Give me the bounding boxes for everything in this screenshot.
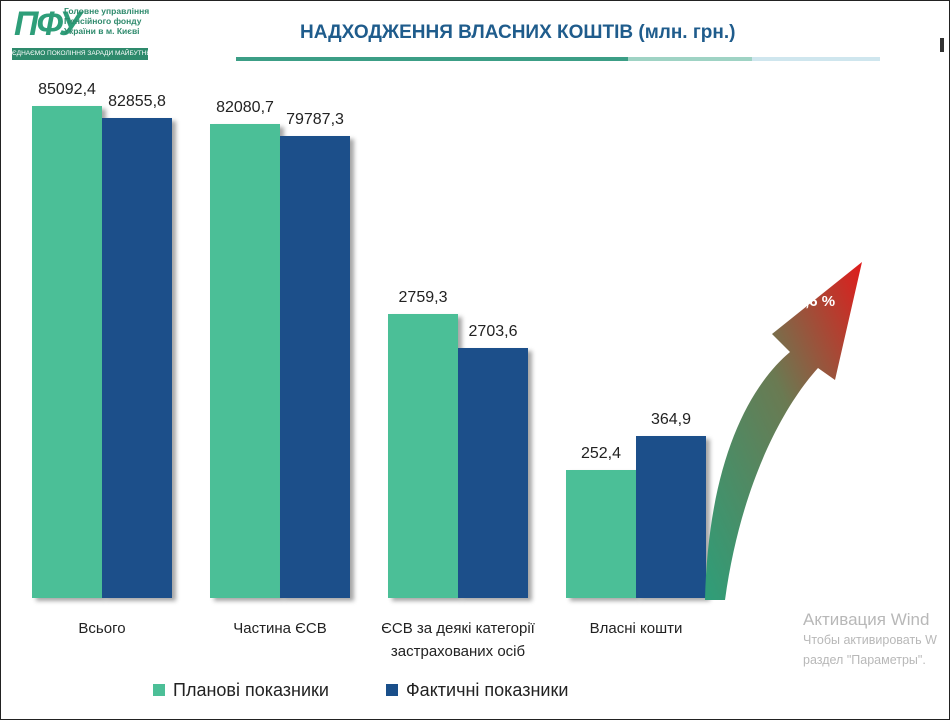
logo-line-3: України в м. Києві [64, 26, 140, 36]
data-label-actual-1: 82855,8 [108, 93, 166, 110]
legend-label-plan: Планові показники [173, 680, 329, 700]
watermark-line-2: Чтобы активировать W [803, 633, 937, 647]
data-label-actual-4: 364,9 [651, 411, 691, 428]
chart-title: НАДХОДЖЕННЯ ВЛАСНИХ КОШТІВ (млн. грн.) [300, 22, 736, 43]
growth-arrow-shape [705, 262, 862, 600]
watermark-line-1: Активация Wind [803, 610, 930, 629]
bar-actual-2 [280, 136, 350, 598]
data-label-plan-4: 252,4 [581, 445, 621, 462]
bar-actual-4 [636, 436, 706, 598]
bar-plan-3 [388, 314, 458, 598]
windows-activation-watermark: Активация Wind Чтобы активировать W разд… [803, 610, 937, 670]
growth-arrow: 114,6 % [705, 262, 862, 600]
category-label-4: Власні кошти [590, 620, 683, 637]
title-underline-dark [236, 57, 628, 61]
logo-tagline: ЄДНАЄМО ПОКОЛІННЯ ЗАРАДИ МАЙБУТНЬОГО [12, 48, 148, 60]
logo-line-1: Головне управління [64, 6, 150, 16]
title-underline-light [752, 57, 880, 61]
bar-plan-4 [566, 470, 636, 598]
category-label-3-line-2: застрахованих осіб [391, 643, 525, 660]
category-label-2: Частина ЄСВ [233, 620, 327, 637]
data-label-plan-1: 85092,4 [38, 81, 96, 98]
data-label-actual-3: 2703,6 [469, 323, 518, 340]
data-label-actual-2: 79787,3 [286, 111, 344, 128]
logo-mark: ПФУ [14, 5, 82, 43]
logo-text: Головне управління Пенсійного фонду Укра… [64, 6, 149, 36]
category-label-1: Всього [78, 620, 125, 637]
legend: Планові показники Фактичні показники [153, 680, 568, 700]
pfu-logo: ПФУ Головне управління Пенсійного фонду … [12, 4, 150, 62]
bar-plan-2 [210, 124, 280, 598]
bar-actual-1 [102, 118, 172, 598]
data-label-plan-2: 82080,7 [216, 99, 274, 116]
logo-line-2: Пенсійного фонду [64, 16, 142, 26]
data-label-plan-3: 2759,3 [399, 289, 448, 306]
edge-mark [940, 38, 944, 52]
legend-label-actual: Фактичні показники [406, 680, 568, 700]
watermark-line-3: раздел "Параметры". [803, 653, 926, 667]
growth-percent-label: 114,6 % [781, 293, 835, 310]
title-underline-mid [628, 57, 752, 61]
bar-plan-1 [32, 106, 102, 598]
legend-swatch-actual [386, 684, 398, 696]
category-label-3-line-1: ЄСВ за деякі категорії [381, 620, 536, 637]
bar-actual-3 [458, 348, 528, 598]
legend-swatch-plan [153, 684, 165, 696]
